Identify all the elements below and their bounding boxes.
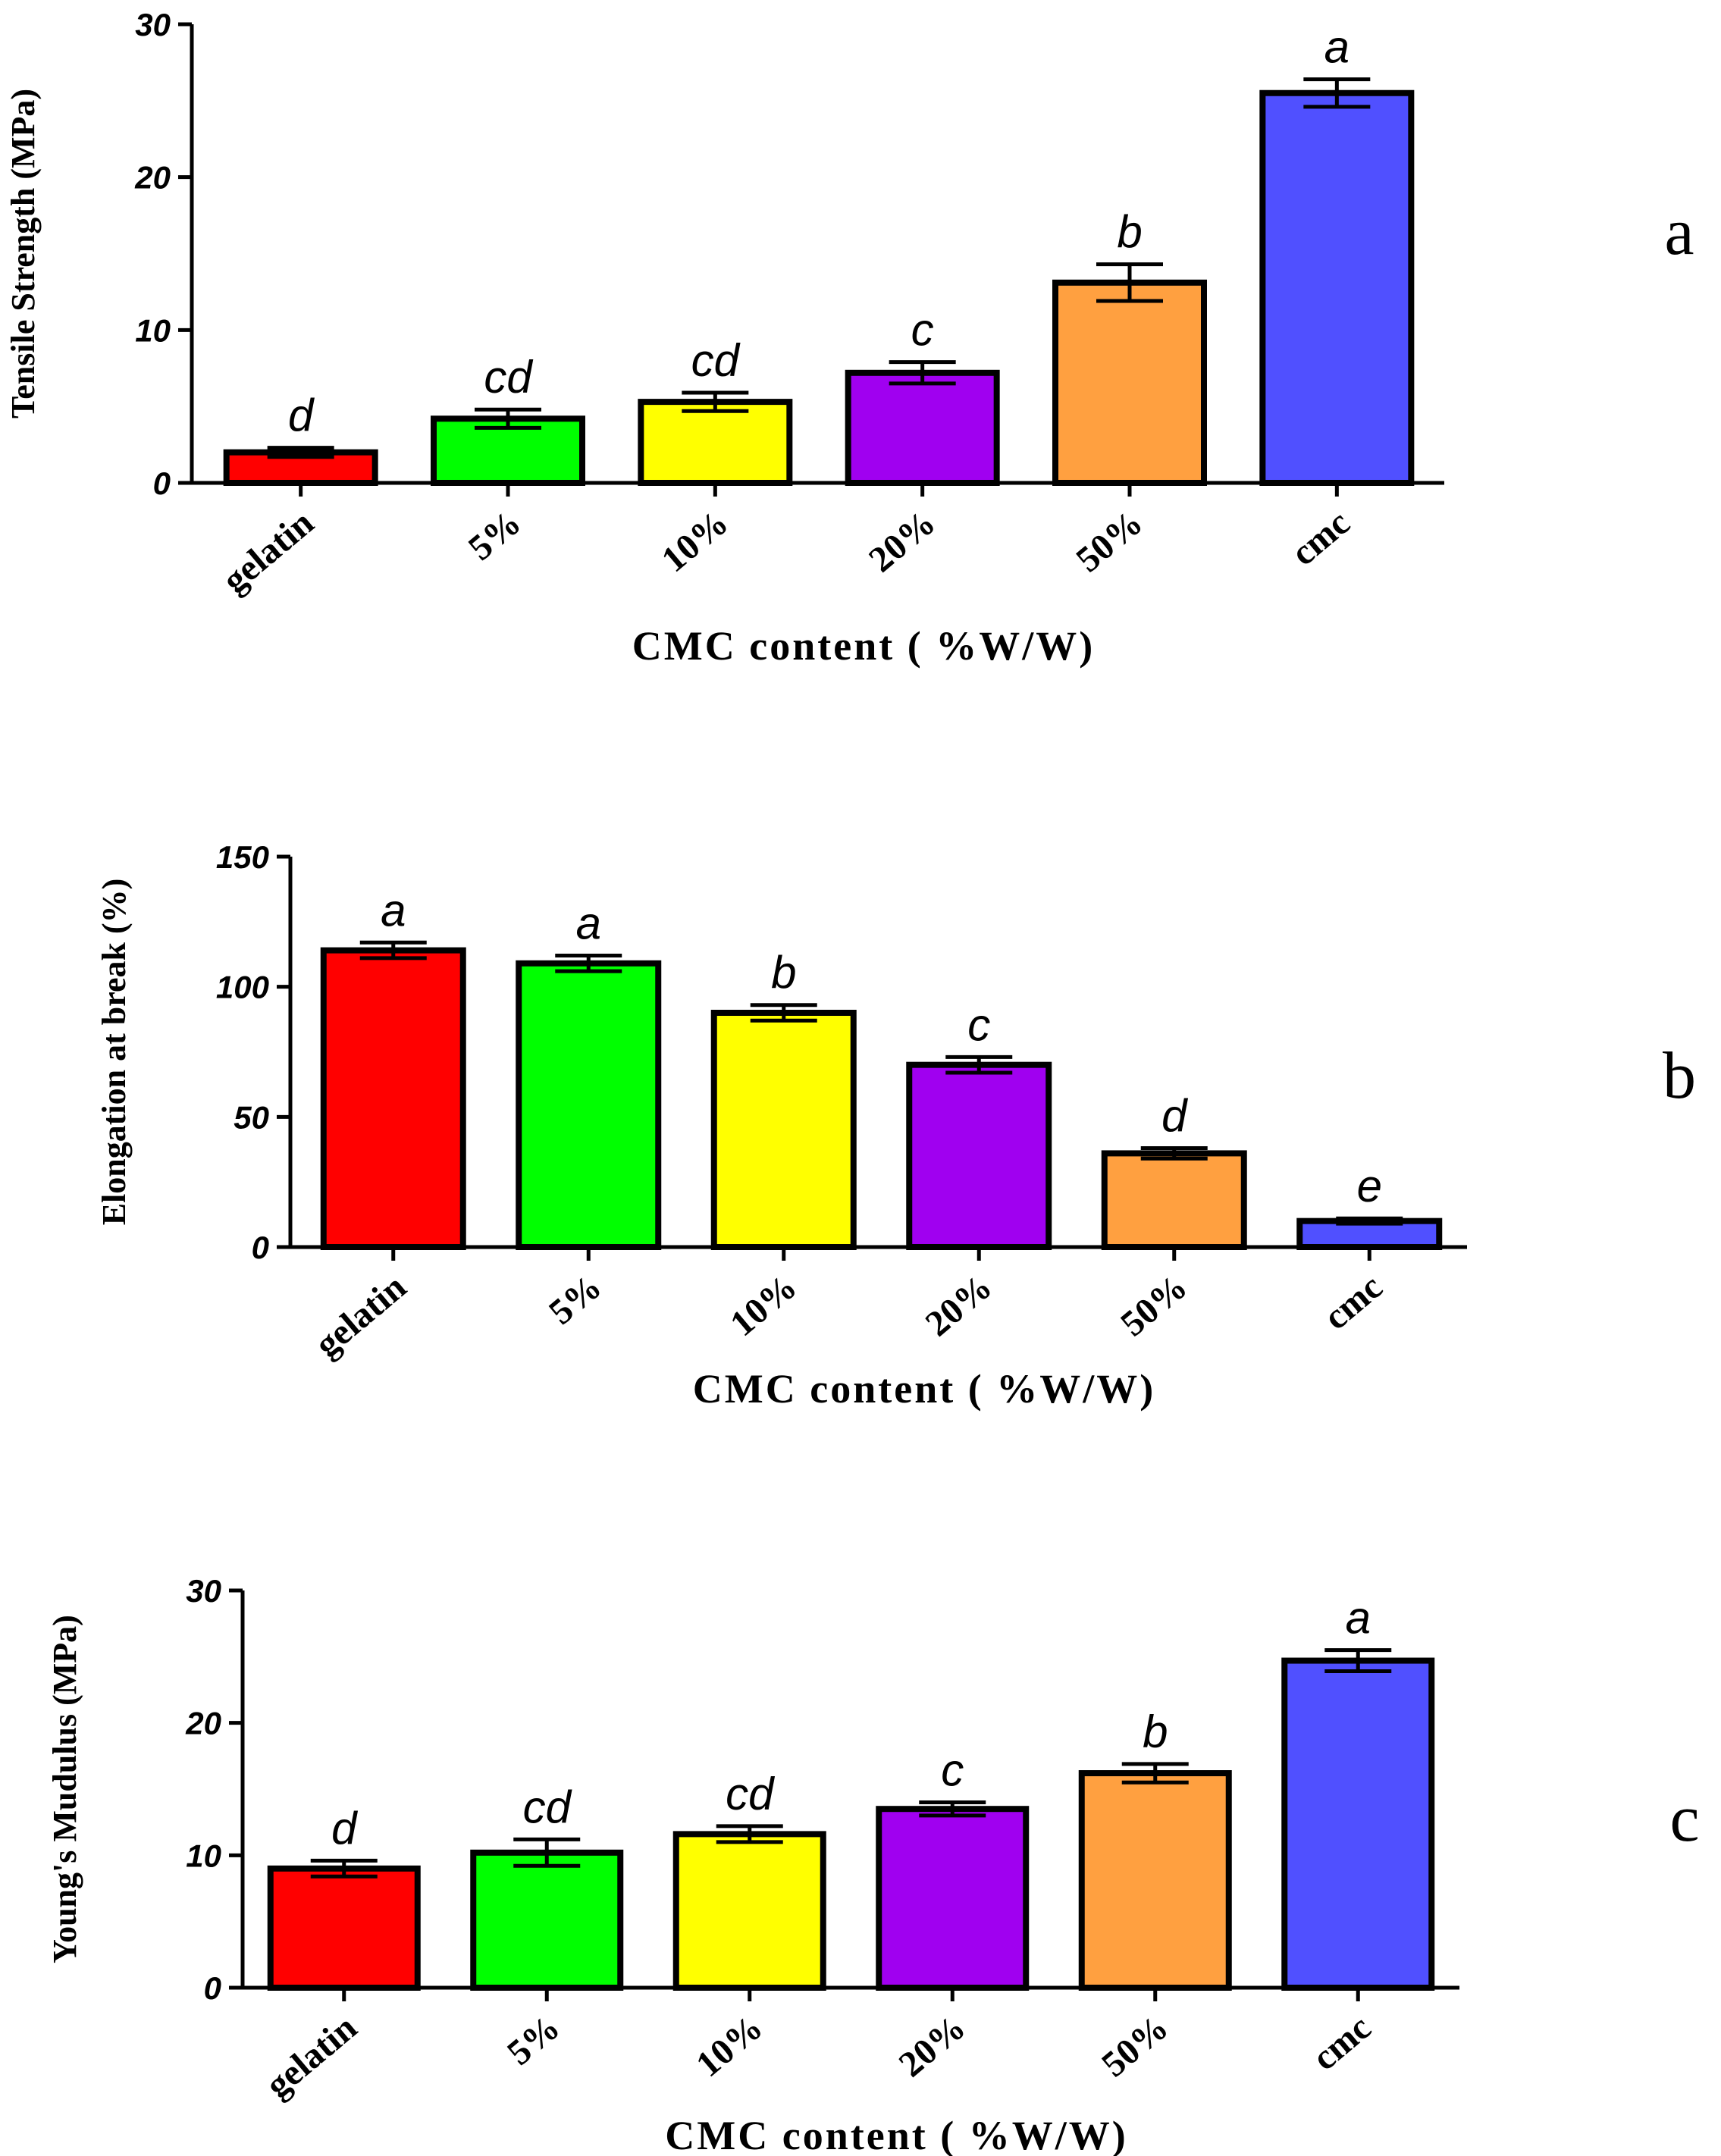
bar-10%: [638, 399, 793, 486]
x-tick-label: gelatin: [308, 1267, 414, 1365]
x-tick-label: cmc: [1305, 2007, 1378, 2079]
y-tick-label: 10: [135, 312, 171, 348]
x-tick-label: 10%: [723, 1267, 804, 1344]
significance-label: b: [771, 948, 796, 998]
significance-label: d: [331, 1803, 358, 1854]
panel-label: b: [1663, 1039, 1696, 1113]
x-tick-label: 50%: [1113, 1267, 1195, 1344]
bar-5%: [470, 1849, 624, 1991]
x-tick-label: 50%: [1068, 503, 1150, 580]
x-axis-title: CMC content ( %W/W): [665, 2113, 1127, 2156]
bar-10%: [710, 1010, 857, 1250]
x-axis-title: CMC content ( %W/W): [632, 623, 1095, 669]
chart-panel-b: 0 50 100 150 a gelatin a 5% b 10% c 20% d 50% e cmc Elon…: [96, 839, 1696, 1412]
y-axis-title: Tensile Strength (MPa): [5, 89, 42, 418]
y-tick-label: 30: [186, 1573, 221, 1609]
x-tick-label: 20%: [861, 503, 943, 580]
panel-label: c: [1669, 1782, 1699, 1856]
bar-5%: [516, 960, 662, 1251]
significance-label: a: [1324, 22, 1350, 73]
bar-50%: [1052, 279, 1207, 486]
significance-label: d: [288, 390, 315, 441]
y-tick-label: 20: [134, 160, 171, 196]
bar-gelatin: [320, 947, 466, 1250]
significance-label: b: [1143, 1706, 1168, 1757]
significance-label: cd: [484, 352, 533, 403]
x-tick-label: 5%: [461, 503, 528, 569]
y-axis-title: Elongation at break (%): [96, 879, 133, 1226]
y-tick-label: 50: [234, 1099, 269, 1135]
significance-label: a: [576, 898, 601, 948]
x-tick-label: gelatin: [259, 2007, 365, 2106]
y-tick-label: 150: [216, 839, 269, 875]
significance-label: a: [1346, 1593, 1371, 1644]
x-tick-label: 20%: [918, 1267, 1000, 1344]
x-tick-label: cmc: [1284, 503, 1357, 574]
chart-panel-c: 0 10 20 30 d gelatin cd 5% cd 10% c 20% b 50% a cmc Youn…: [46, 1573, 1700, 2156]
bar-20%: [876, 1806, 1030, 1991]
x-tick-label: 5%: [541, 1267, 609, 1333]
significance-label: c: [967, 999, 990, 1050]
y-tick-label: 0: [204, 1970, 221, 2006]
x-tick-label: 50%: [1094, 2007, 1176, 2085]
x-tick-label: gelatin: [215, 503, 321, 601]
x-tick-label: 5%: [500, 2007, 567, 2073]
panel-label: a: [1664, 196, 1694, 269]
bar-20%: [906, 1061, 1052, 1250]
y-tick-label: 10: [186, 1838, 221, 1873]
bar-50%: [1101, 1150, 1247, 1251]
bar-cmc: [1281, 1657, 1435, 1991]
y-tick-label: 0: [252, 1230, 269, 1265]
x-tick-label: 20%: [892, 2007, 973, 2085]
bar-20%: [845, 369, 1000, 486]
bar-cmc: [1259, 89, 1415, 486]
bar-gelatin: [267, 1865, 421, 1991]
significance-label: d: [1161, 1091, 1188, 1142]
significance-label: a: [381, 885, 406, 935]
significance-label: c: [941, 1744, 964, 1795]
y-tick-label: 20: [185, 1706, 221, 1741]
significance-label: cd: [691, 335, 741, 386]
significance-label: b: [1117, 207, 1142, 258]
x-tick-label: cmc: [1316, 1267, 1390, 1338]
y-axis-title: Young's Mudulus (MPa): [46, 1615, 83, 1963]
bar-50%: [1078, 1770, 1232, 1991]
y-tick-label: 100: [216, 970, 269, 1005]
bar-10%: [672, 1831, 826, 1991]
x-tick-label: 10%: [688, 2007, 770, 2085]
y-tick-label: 30: [135, 7, 171, 42]
chart-panel-a: 0 10 20 30 d gelatin cd 5% cd 10% c 20% b 50% a cmc Tens…: [5, 7, 1694, 669]
x-tick-label: 10%: [654, 503, 736, 580]
significance-label: e: [1357, 1161, 1382, 1211]
x-axis-title: CMC content ( %W/W): [693, 1366, 1155, 1412]
y-tick-label: 0: [153, 465, 171, 501]
significance-label: cd: [523, 1782, 572, 1832]
significance-label: cd: [726, 1769, 775, 1819]
significance-label: c: [911, 305, 934, 356]
